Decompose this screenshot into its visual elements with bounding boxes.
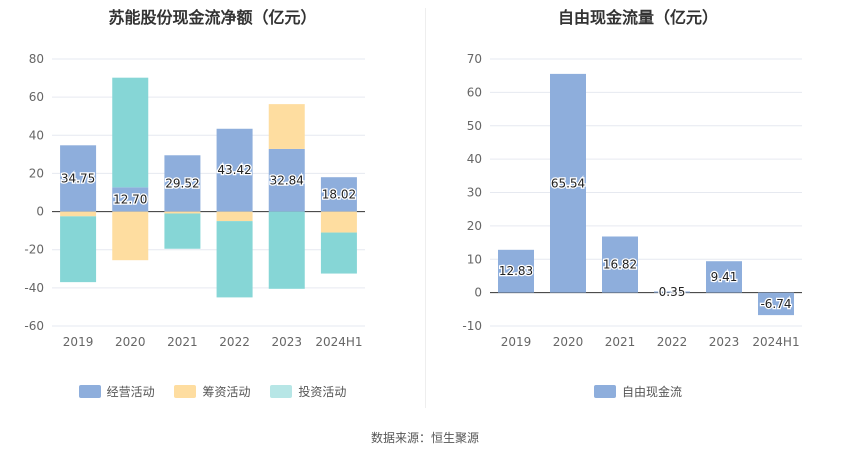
y-tick-label: 0 (474, 286, 482, 300)
y-tick-label: 80 (29, 52, 44, 66)
x-tick-label: 2020 (553, 335, 584, 349)
x-tick-label: 2019 (501, 335, 532, 349)
cashflow-net-chart: -60 -40 -20 0 20 40 60 80 2019 2020 2021 2022 2023 20… (24, 52, 365, 349)
x-tick-label: 2024H1 (315, 335, 362, 349)
legend-item-fcf[interactable]: 自由现金流 (593, 383, 682, 400)
bar (216, 128, 253, 212)
legend-swatch-financing (174, 385, 197, 398)
x-tick-label: 2020 (115, 335, 146, 349)
legend: 自由现金流 (426, 383, 850, 401)
y-tick-label: -20 (24, 243, 44, 257)
y-tick-label: -40 (24, 281, 44, 295)
legend-label: 经营活动 (106, 385, 155, 399)
legend-swatch-investing (270, 385, 293, 398)
data-source-note: 数据来源：恒生聚源 (370, 431, 479, 445)
legend-item-investing[interactable]: 投资活动 (270, 383, 346, 400)
y-tick-label: 40 (467, 152, 482, 166)
bar (112, 77, 149, 188)
legend: 经营活动 筹资活动 投资活动 (0, 383, 425, 401)
data-label: 0.35 (659, 285, 686, 299)
y-tick-label: 40 (29, 128, 44, 142)
bar (164, 213, 201, 249)
y-tick-label: 20 (467, 219, 482, 233)
bar (112, 187, 149, 212)
bar (320, 211, 357, 233)
bar (268, 211, 305, 289)
bar (268, 104, 305, 149)
bar (268, 148, 305, 212)
y-tick-label: 20 (29, 166, 44, 180)
x-tick-label: 2023 (271, 335, 302, 349)
y-tick-label: 70 (467, 52, 482, 66)
data-label: 34.75 (61, 171, 95, 185)
data-label: 65.54 (551, 176, 585, 190)
bar (164, 155, 201, 212)
panel-divider (425, 8, 426, 408)
free-cashflow-chart: -10 0 10 20 30 40 50 60 70 2019 2020 2021 2022 2023 20… (462, 52, 802, 349)
x-tick-label: 2021 (605, 335, 636, 349)
x-tick-label: 2022 (219, 335, 250, 349)
y-tick-label: 60 (29, 90, 44, 104)
y-tick-label: 0 (36, 205, 44, 219)
bar (216, 221, 253, 298)
legend-item-operating[interactable]: 经营活动 (78, 383, 155, 400)
legend-item-financing[interactable]: 筹资活动 (174, 383, 251, 400)
legend-label: 投资活动 (298, 385, 347, 399)
data-label: -6.74 (760, 297, 791, 311)
data-label: 43.42 (217, 163, 251, 177)
bar (216, 211, 253, 222)
y-tick-label: 60 (467, 85, 482, 99)
data-label: 29.52 (165, 176, 199, 190)
data-label: 12.70 (113, 192, 147, 206)
free-cashflow-chart-panel: 自由现金流量（亿元） -10 0 10 20 30 40 50 60 70 2019 2020 202… (426, 0, 850, 410)
legend-swatch-operating (78, 385, 101, 398)
bar (60, 145, 97, 212)
x-tick-label: 2024H1 (752, 335, 799, 349)
bar (164, 211, 201, 214)
bar (758, 292, 794, 316)
y-tick-label: 50 (467, 119, 482, 133)
legend-label: 自由现金流 (621, 385, 682, 399)
bar (654, 291, 690, 293)
bar (112, 211, 149, 261)
bar (550, 73, 586, 293)
y-tick-label: 30 (467, 186, 482, 200)
data-label: 9.41 (711, 270, 738, 284)
cashflow-net-chart-panel: 苏能股份现金流净额（亿元） -60 -40 -20 0 20 40 60 80 2019 2020… (0, 0, 425, 410)
bar (320, 177, 357, 212)
y-tick-label: -60 (24, 319, 44, 333)
data-label: 16.82 (603, 258, 637, 272)
x-tick-label: 2019 (63, 335, 94, 349)
legend-swatch-fcf (593, 385, 616, 398)
x-tick-label: 2023 (709, 335, 740, 349)
bar (706, 261, 742, 293)
bar (320, 232, 357, 274)
x-tick-label: 2022 (657, 335, 688, 349)
bar (60, 211, 97, 217)
data-label: 12.83 (499, 264, 533, 278)
bar (60, 216, 97, 283)
y-tick-label: 10 (467, 252, 482, 266)
bar (602, 236, 638, 293)
chart-title: 自由现金流量（亿元） (557, 8, 718, 27)
data-label: 32.84 (270, 173, 304, 187)
bar (498, 249, 534, 293)
y-tick-label: -10 (462, 319, 482, 333)
x-tick-label: 2021 (167, 335, 198, 349)
data-label: 18.02 (322, 187, 356, 201)
chart-title: 苏能股份现金流净额（亿元） (108, 8, 317, 27)
legend-label: 筹资活动 (202, 385, 251, 399)
